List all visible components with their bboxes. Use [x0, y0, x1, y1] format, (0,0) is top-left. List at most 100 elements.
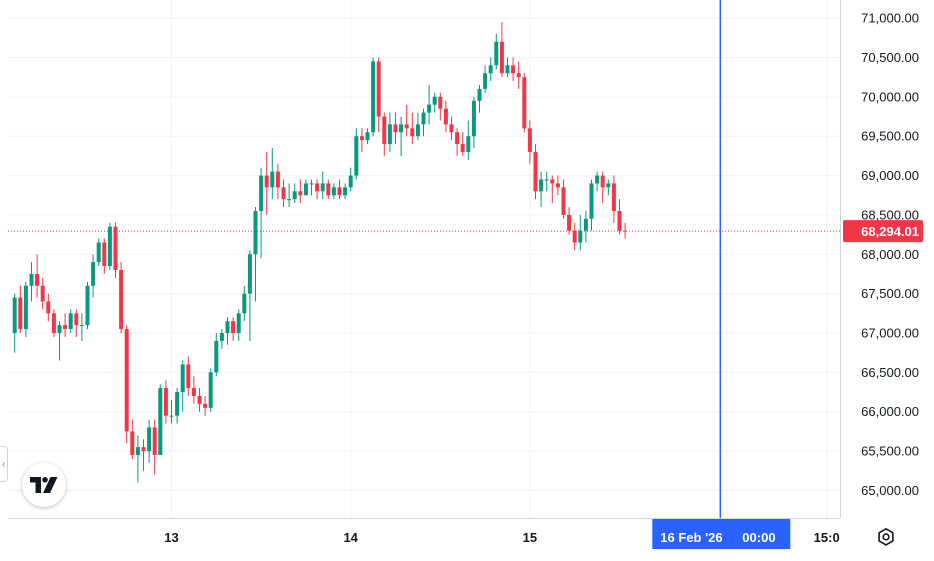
candle-body[interactable]: [494, 41, 499, 66]
candle-body[interactable]: [102, 242, 107, 267]
candle-body[interactable]: [382, 116, 387, 145]
candle-body[interactable]: [214, 340, 219, 373]
candle-body[interactable]: [359, 136, 364, 141]
candle-body[interactable]: [264, 175, 269, 188]
candle-body[interactable]: [606, 183, 611, 188]
candle-body[interactable]: [466, 136, 471, 152]
candle-body[interactable]: [387, 124, 392, 145]
candle-body[interactable]: [488, 65, 493, 74]
candle-body[interactable]: [85, 285, 90, 326]
candle-body[interactable]: [46, 301, 51, 314]
candle-body[interactable]: [152, 427, 157, 456]
candle-body[interactable]: [561, 187, 566, 215]
candle-body[interactable]: [175, 392, 180, 416]
candle-body[interactable]: [354, 136, 359, 176]
candle-body[interactable]: [438, 96, 443, 109]
candle-body[interactable]: [107, 226, 112, 267]
candle-body[interactable]: [68, 313, 73, 330]
candle-body[interactable]: [331, 187, 336, 196]
candle-body[interactable]: [141, 447, 146, 452]
candle-body[interactable]: [544, 179, 549, 181]
candle-body[interactable]: [113, 226, 118, 271]
candle-body[interactable]: [208, 372, 213, 408]
candle-body[interactable]: [505, 65, 510, 74]
candle-body[interactable]: [460, 144, 465, 152]
candle-body[interactable]: [281, 187, 286, 200]
candle-body[interactable]: [203, 403, 208, 408]
candle-body[interactable]: [315, 183, 320, 192]
candle-body[interactable]: [57, 325, 62, 333]
candle-body[interactable]: [35, 273, 40, 286]
candle-body[interactable]: [225, 321, 230, 333]
candle-body[interactable]: [516, 73, 521, 78]
candle-body[interactable]: [443, 108, 448, 125]
candle-body[interactable]: [432, 96, 437, 105]
candle-body[interactable]: [242, 293, 247, 314]
candle-body[interactable]: [91, 262, 96, 286]
candle-body[interactable]: [471, 100, 476, 137]
candle-body[interactable]: [583, 218, 588, 231]
candle-body[interactable]: [427, 104, 432, 113]
candle-body[interactable]: [253, 210, 258, 255]
candle-body[interactable]: [539, 179, 544, 192]
candle-body[interactable]: [236, 313, 241, 333]
candle-body[interactable]: [567, 214, 572, 231]
candle-body[interactable]: [96, 242, 101, 263]
candle-body[interactable]: [147, 427, 152, 452]
candle-body[interactable]: [320, 183, 325, 192]
candle-body[interactable]: [275, 171, 280, 188]
candle-body[interactable]: [51, 313, 56, 333]
candle-body[interactable]: [595, 175, 600, 184]
candle-body[interactable]: [477, 88, 482, 101]
candle-body[interactable]: [23, 285, 28, 330]
candle-body[interactable]: [270, 171, 275, 188]
candle-body[interactable]: [191, 388, 196, 396]
candle-body[interactable]: [292, 191, 297, 200]
candle-body[interactable]: [79, 325, 84, 327]
candle-body[interactable]: [247, 254, 252, 294]
candle-body[interactable]: [572, 230, 577, 243]
candle-body[interactable]: [578, 230, 583, 243]
candle-body[interactable]: [393, 124, 398, 133]
candle-body[interactable]: [617, 210, 622, 231]
candle-body[interactable]: [399, 124, 404, 133]
candle-body[interactable]: [12, 297, 17, 333]
candle-body[interactable]: [589, 183, 594, 219]
candle-body[interactable]: [287, 199, 292, 201]
candle-body[interactable]: [600, 175, 605, 188]
candle-body[interactable]: [74, 313, 79, 326]
candle-body[interactable]: [511, 65, 516, 74]
candle-body[interactable]: [533, 151, 538, 192]
candle-body[interactable]: [259, 175, 264, 211]
candle-body[interactable]: [40, 285, 45, 302]
candle-body[interactable]: [376, 61, 381, 117]
candle-body[interactable]: [550, 179, 555, 184]
candle-body[interactable]: [371, 61, 376, 133]
candle-body[interactable]: [169, 415, 174, 417]
candle-body[interactable]: [186, 364, 191, 389]
candle-body[interactable]: [130, 431, 135, 456]
candle-body[interactable]: [124, 329, 129, 432]
candle-body[interactable]: [365, 132, 370, 141]
candle-body[interactable]: [455, 132, 460, 145]
candle-body[interactable]: [135, 447, 140, 456]
candle-body[interactable]: [219, 333, 224, 341]
candle-body[interactable]: [158, 388, 163, 456]
candle-body[interactable]: [415, 124, 420, 137]
candle-body[interactable]: [298, 191, 303, 196]
tradingview-logo[interactable]: [22, 463, 66, 507]
candle-body[interactable]: [404, 124, 409, 129]
candle-body[interactable]: [449, 124, 454, 133]
candle-body[interactable]: [63, 325, 68, 330]
candle-body[interactable]: [343, 187, 348, 196]
candle-body[interactable]: [163, 388, 168, 416]
candle-body[interactable]: [499, 41, 504, 74]
candle-body[interactable]: [611, 183, 616, 211]
candle-body[interactable]: [527, 128, 532, 152]
candle-body[interactable]: [303, 183, 308, 196]
candle-body[interactable]: [348, 175, 353, 188]
candle-body[interactable]: [410, 128, 415, 137]
candle-body[interactable]: [483, 73, 488, 89]
